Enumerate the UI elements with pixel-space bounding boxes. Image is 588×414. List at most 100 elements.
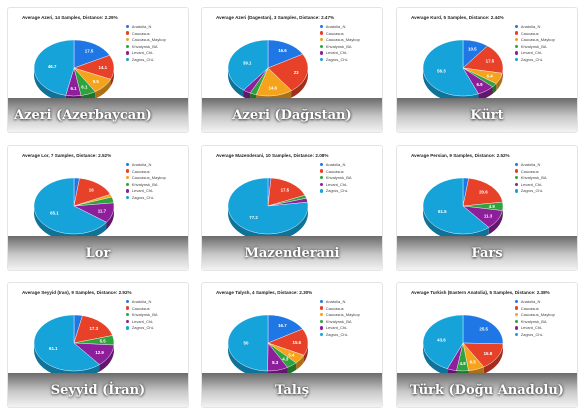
legend-label: Caucasus_Maykop: [131, 37, 166, 43]
pie-value-label: 43.6: [437, 338, 446, 343]
pie-value-label: 6.9: [477, 82, 484, 87]
chart-title: Average Azeri (Dagestan), 3 Samples, Dis…: [216, 15, 335, 20]
legend-item: Caucasus_Maykop: [126, 175, 186, 182]
pie-slice-zagros-chl: [227, 39, 269, 91]
legend-swatch: [515, 51, 519, 55]
chart-title: Average Talysh, 4 Samples, Distance: 2.3…: [216, 290, 313, 295]
pie-value-label: 12.9: [95, 350, 104, 355]
pie-value-label: 4.3: [282, 357, 289, 362]
pie-value-label: 23: [294, 70, 299, 75]
legend-swatch: [515, 312, 519, 317]
legend-item: Levant_ChL: [515, 50, 575, 57]
legend-swatch: [126, 44, 130, 48]
legend-swatch: [515, 299, 519, 304]
legend-item: Caucasus: [126, 169, 186, 176]
legend-label: Levant_ChL: [325, 325, 348, 331]
legend-item: Caucasus_Maykop: [515, 312, 575, 319]
legend-label: Caucasus: [520, 30, 539, 36]
chart-title: Average Kurd, 5 Samples, Distance: 2.44%: [411, 15, 504, 20]
legend-item: Khvalynsk_BA: [515, 44, 575, 51]
legend-item: Khvalynsk_BA: [320, 319, 380, 326]
legend-item: Khvalynsk_BA: [515, 175, 575, 182]
legend-label: Caucasus: [131, 305, 150, 311]
legend-swatch: [126, 319, 130, 323]
pie-slice-side: [483, 343, 503, 374]
pie-value-label: 6.1: [81, 84, 88, 89]
population-caption: Talış: [274, 383, 310, 398]
pie-chart: 10.5 17.5 6.46.9 56.3: [422, 39, 504, 104]
legend-label: Levant_ChL: [520, 50, 543, 56]
legend-swatch: [320, 37, 324, 42]
pie-value-label: 14.1: [99, 65, 108, 70]
legend-item: Caucasus_Maykop: [126, 37, 186, 44]
pie-slice-side: [228, 68, 244, 98]
legend-label: Zagros_ChL: [520, 331, 543, 337]
legend-swatch: [515, 169, 519, 173]
caption-band: [397, 373, 577, 407]
legend-swatch: [515, 326, 519, 330]
legend-swatch: [320, 44, 324, 48]
legend-item: Zagros_ChL: [126, 195, 186, 202]
legend-swatch: [126, 31, 130, 35]
legend-item: Caucasus: [320, 306, 380, 313]
pie-slice-side: [303, 343, 308, 363]
chart-card: Average Turkish (Eastern Anatolia), 5 Sa…: [397, 283, 577, 407]
legend-label: Zagros_ChL: [131, 194, 154, 200]
pie-value-label: 5.5: [100, 339, 107, 344]
legend-swatch: [320, 31, 324, 35]
legend-label: Anatolia_N: [325, 162, 346, 167]
legend-item: Anatolia_N: [126, 24, 186, 31]
legend-swatch: [126, 189, 130, 193]
legend-item: Caucasus_Maykop: [515, 37, 575, 44]
population-caption: Fars: [471, 246, 503, 261]
legend-swatch: [126, 37, 130, 42]
caption-band: [202, 98, 382, 132]
pie-value-label: 4.8: [460, 361, 467, 366]
legend-label: Khvalynsk_BA: [131, 312, 158, 318]
legend-label: Khvalynsk_BA: [325, 318, 352, 324]
pie-slice-side: [296, 355, 304, 370]
caption-band: [202, 373, 382, 407]
legend-swatch: [126, 312, 130, 317]
legend-item: Caucasus: [515, 31, 575, 38]
chart-legend: Anatolia_N Caucasus Caucasus_Maykop Khvalyn…: [126, 24, 186, 64]
population-caption: Mazenderani: [244, 246, 340, 261]
legend-item: Levant_ChL: [515, 325, 575, 332]
legend-swatch: [320, 332, 324, 337]
chart-legend: Anatolia_N Caucasus Caucasus_Maykop Khvalyn…: [515, 24, 575, 64]
caption-band: [202, 236, 382, 270]
legend-label: Khvalynsk_BA: [131, 43, 158, 49]
population-caption: Türk (Doğu Anadolu): [410, 383, 564, 398]
legend-item: Caucasus: [515, 169, 575, 176]
legend-swatch: [320, 189, 324, 193]
population-caption: Seyyid (İran): [50, 383, 146, 398]
pie-chart: 16 11.7 65.1: [33, 177, 115, 241]
pie-slice-zagros-chl: [33, 177, 107, 235]
pie-chart: 17.5 77.2: [227, 177, 309, 241]
legend-item: Caucasus: [320, 169, 380, 176]
pie-value-label: 25.5: [479, 327, 488, 332]
pie-slice-zagros-chl: [227, 314, 269, 372]
legend-label: Anatolia_N: [325, 24, 346, 29]
pie-value-label: 5.4: [288, 352, 295, 357]
pie-value-label: 15.6: [293, 340, 302, 345]
legend-swatch: [320, 169, 324, 173]
pie-chart: 20.6 4.9 11.3 61.5: [422, 177, 504, 241]
chart-title: Average Persian, 9 Samples, Distance: 2.…: [411, 153, 510, 158]
legend-swatch: [126, 51, 130, 55]
pie-slice-zagros-chl: [33, 39, 75, 96]
chart-card: Average Talysh, 4 Samples, Distance: 2.3…: [202, 283, 382, 407]
pie-slice-zagros-chl: [422, 177, 490, 235]
pie-slice-side: [106, 206, 114, 230]
pie-value-label: 16.6: [278, 48, 287, 53]
legend-label: Zagros_ChL: [325, 331, 348, 337]
legend-item: Anatolia_N: [515, 162, 575, 169]
pie-slice-caucasus: [73, 315, 113, 344]
legend-label: Caucasus_Maykop: [325, 37, 360, 43]
chart-card: Average Kurd, 5 Samples, Distance: 2.44%…: [397, 8, 577, 132]
legend-label: Khvalynsk_BA: [520, 175, 547, 181]
legend-swatch: [126, 169, 130, 173]
legend-swatch: [515, 57, 519, 62]
legend-item: Anatolia_N: [126, 299, 186, 306]
legend-label: Anatolia_N: [325, 299, 346, 304]
